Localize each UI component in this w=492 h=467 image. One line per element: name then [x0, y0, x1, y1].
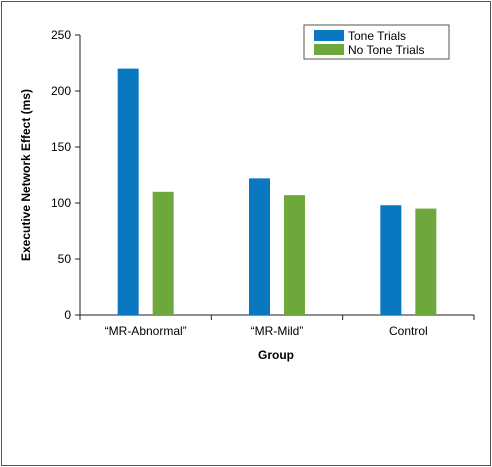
y-tick-label: 250	[51, 28, 71, 42]
bar-tone-trials	[249, 178, 270, 315]
legend-swatch-tone-trials	[314, 30, 344, 41]
bars	[117, 68, 437, 315]
x-axis-title: Group	[258, 348, 294, 362]
x-axis: “MR-Abnormal” “MR-Mild” Control	[79, 314, 475, 338]
x-tick-label: Control	[389, 324, 428, 338]
legend-swatch-no-tone-trials	[314, 44, 344, 55]
x-tick-label: “MR-Abnormal”	[105, 324, 187, 338]
bar-no-tone-trials	[284, 195, 305, 315]
legend-label-tone-trials: Tone Trials	[348, 29, 406, 43]
y-axis: 0 50 100 150 200 250	[51, 28, 81, 322]
bar-no-tone-trials	[152, 191, 174, 315]
legend-label-no-tone-trials: No Tone Trials	[348, 43, 424, 57]
y-tick-label: 0	[64, 308, 71, 322]
bar-tone-trials	[380, 205, 402, 315]
y-axis-title: Executive Network Effect (ms)	[19, 89, 33, 261]
bar-tone-trials	[117, 68, 139, 315]
y-tick-label: 50	[58, 252, 72, 266]
y-tick-label: 150	[51, 140, 71, 154]
x-tick-label: “MR-Mild”	[251, 324, 304, 338]
y-tick-label: 200	[51, 84, 71, 98]
y-tick-label: 100	[51, 196, 71, 210]
legend: Tone Trials No Tone Trials	[303, 24, 450, 60]
bar-no-tone-trials	[415, 208, 437, 315]
